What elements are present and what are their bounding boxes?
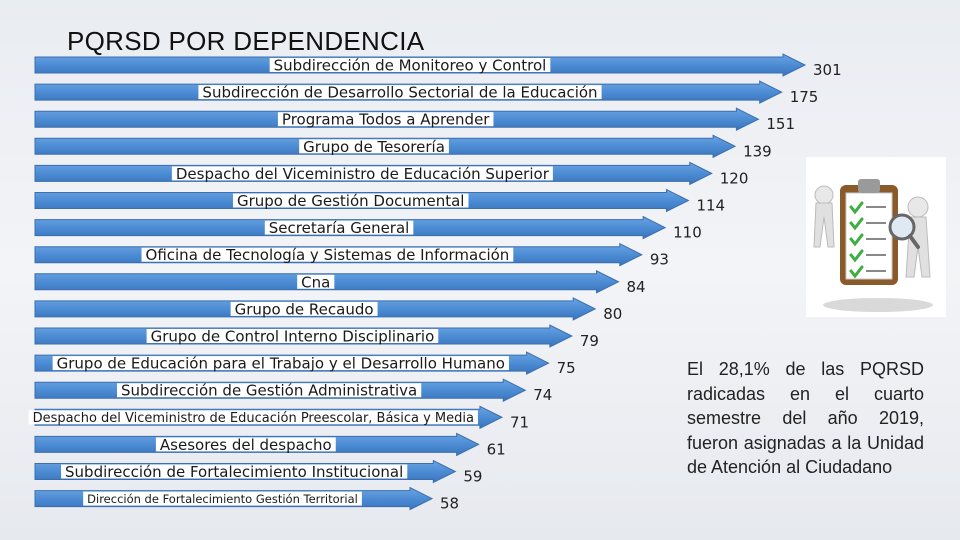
bar-value-label: 301 (813, 61, 842, 79)
bar-label-band (146, 329, 439, 343)
bar-row: Programa Todos a Aprender (34, 107, 760, 132)
bar-value-label: 175 (790, 88, 819, 106)
bar-row: Dirección de Fortalecimiento Gestión Ter… (34, 486, 434, 511)
bar-row: Asesores del despacho (34, 432, 480, 457)
bar-category-label: Subdirección de Desarrollo Sectorial de … (202, 84, 597, 102)
bar-row: Subdirección de Gestión Administrativa (34, 378, 527, 403)
bar-row: Despacho del Viceministro de Educación P… (28, 405, 504, 430)
bar-label-band (264, 220, 414, 235)
bar-label-band (230, 301, 378, 316)
bar-category-label: Subdirección de Monitoreo y Control (274, 57, 547, 75)
bar-category-label: Cna (301, 273, 330, 291)
bar-value-label: 93 (650, 251, 669, 269)
bar-category-label: Secretaría General (269, 219, 410, 237)
bar-category-label: Grupo de Tesorería (303, 138, 445, 156)
bar-value-label: 114 (696, 197, 725, 215)
bar-category-label: Despacho del Viceministro de Educación P… (33, 411, 474, 426)
bar-category-label: Programa Todos a Aprender (282, 111, 490, 129)
bar-value-label: 84 (627, 278, 646, 296)
bar-row: Subdirección de Monitoreo y Control (34, 53, 807, 77)
bar-row: Grupo de Control Interno Disciplinario (34, 324, 573, 348)
bar-category-label: Subdirección de Gestión Administrativa (121, 382, 417, 400)
bar-label-band (28, 410, 478, 425)
bar-row: Subdirección de Desarrollo Sectorial de … (34, 80, 783, 104)
bar-label-band (83, 491, 362, 506)
bar-row: Subdirección de Fortalecimiento Instituc… (34, 459, 457, 484)
bar-category-label: Despacho del Viceministro de Educación S… (176, 165, 550, 183)
bar-row: Grupo de Recaudo (34, 297, 597, 321)
bar-label-band (171, 166, 553, 181)
bar-label-band (198, 85, 602, 100)
bar-row: Grupo de Tesorería (34, 134, 737, 159)
clipboard-checklist-illustration (806, 157, 946, 317)
chart-title: PQRSD POR DEPENDENCIA (67, 26, 425, 56)
bar-value-label: 58 (440, 495, 459, 513)
bar-value-label: 75 (557, 359, 576, 377)
bar-label-band (277, 112, 494, 127)
bar-value-label: 110 (673, 224, 702, 242)
bar-row: Grupo de Educación para el Trabajo y el … (34, 351, 550, 375)
bar-value-label: 71 (510, 413, 529, 431)
bar-category-label: Asesores del despacho (160, 436, 332, 454)
bar-value-label: 74 (533, 386, 552, 404)
bar-label-band (155, 437, 336, 452)
bar-row: Secretaría General (34, 215, 667, 240)
summary-note: El 28,1% de las PQRSD radicadas en el cu… (687, 359, 924, 477)
bar-category-label: Grupo de Recaudo (235, 300, 374, 318)
bar-category-label: Grupo de Control Interno Disciplinario (151, 328, 435, 346)
bar-row: Oficina de Tecnología y Sistemas de Info… (34, 242, 643, 267)
bar-value-label: 80 (603, 305, 622, 323)
bar-label-band (269, 58, 551, 72)
bar-category-label: Grupo de Gestión Documental (237, 192, 465, 210)
bar-value-label: 120 (720, 169, 749, 187)
bar-value-label: 61 (487, 440, 506, 458)
bar-label-band (232, 193, 469, 208)
bar-category-label: Subdirección de Fortalecimiento Instituc… (65, 463, 403, 481)
bar-value-label: 139 (743, 142, 772, 160)
bar-label-band (117, 383, 422, 398)
bar-category-label: Oficina de Tecnología y Sistemas de Info… (146, 246, 510, 264)
bar-row: Despacho del Viceministro de Educación S… (34, 161, 713, 186)
bar-value-label: 79 (580, 332, 599, 350)
bar-category-label: Dirección de Fortalecimiento Gestión Ter… (87, 492, 358, 506)
bar-row: Grupo de Gestión Documental (34, 188, 690, 213)
bar-category-label: Grupo de Educación para el Trabajo y el … (57, 355, 505, 373)
bar-value-label: 151 (766, 115, 795, 133)
bar-value-label: 59 (463, 468, 482, 486)
bar-row: Cna (34, 269, 620, 294)
clipboard-checklist-magnifier-icon (813, 179, 933, 312)
bar-label-band (299, 139, 449, 154)
bar-label-band (297, 274, 335, 289)
bar-label-band (52, 356, 509, 371)
bar-label-band (61, 464, 408, 479)
bar-label-band (141, 247, 514, 262)
